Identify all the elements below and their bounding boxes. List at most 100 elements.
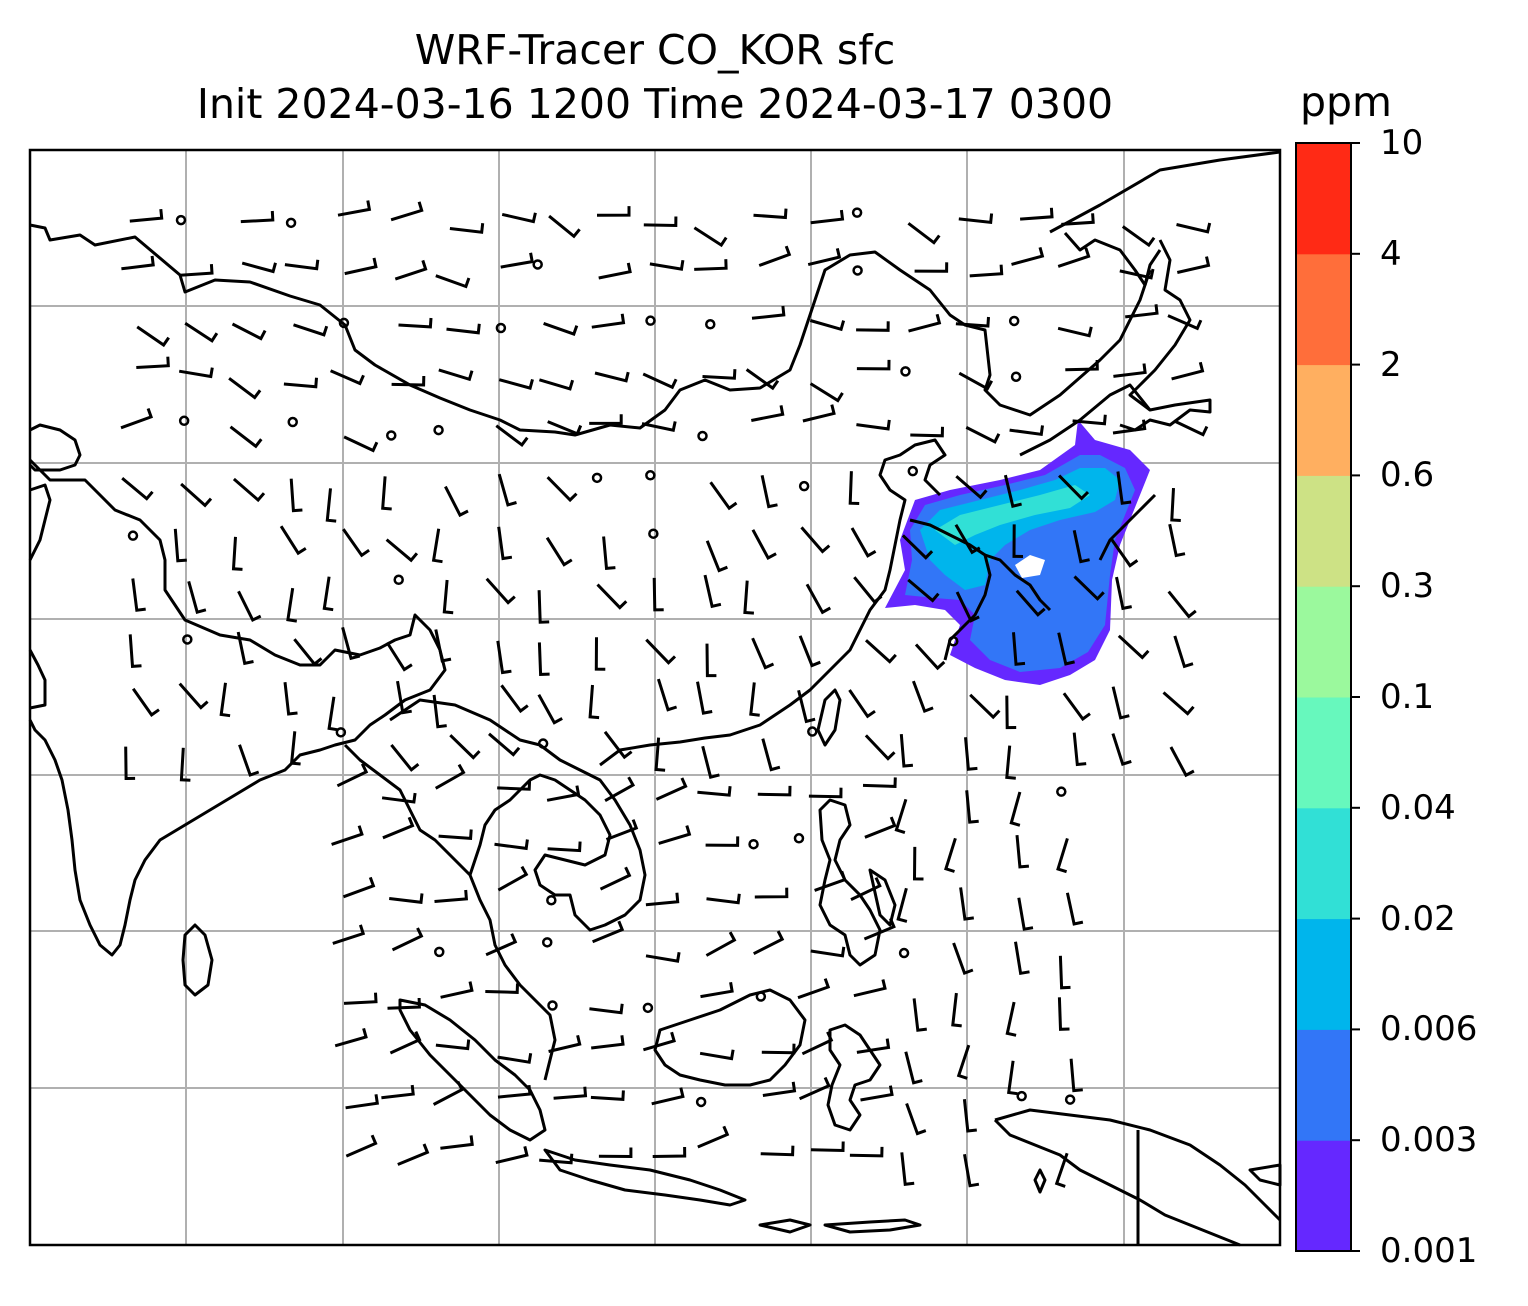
wind-barb: [700, 982, 734, 999]
calm-wind-marker: [748, 838, 759, 850]
wind-barb: [497, 1053, 533, 1064]
wind-barb: [599, 866, 632, 891]
wind-barb: [284, 259, 320, 271]
wind-barb: [743, 580, 754, 615]
wind-barb: [910, 426, 944, 438]
calm-wind-marker: [285, 217, 297, 229]
wind-barb: [179, 747, 191, 782]
wind-barb: [121, 477, 154, 501]
wind-barb: [969, 693, 1001, 720]
wind-barb: [654, 737, 666, 772]
wind-barb: [908, 313, 942, 333]
wind-barb: [753, 208, 788, 220]
wind-barb: [434, 889, 469, 903]
wind-barb: [432, 1080, 465, 1106]
wind-barb: [965, 790, 979, 824]
wind-barb: [121, 255, 155, 271]
wind-barb: [954, 523, 981, 555]
wind-barb: [964, 737, 978, 771]
wind-barb: [546, 785, 581, 802]
wind-barb: [1168, 523, 1186, 558]
wind-barb: [1014, 941, 1030, 976]
colorbar-tick-label: 4: [1380, 233, 1402, 274]
wind-barb: [500, 684, 529, 714]
wind-barb: [958, 371, 994, 391]
wind-barb: [342, 876, 376, 899]
wind-barb: [381, 792, 417, 804]
wind-barb: [1019, 207, 1054, 221]
wind-barb: [808, 787, 843, 799]
calm-wind-marker: [182, 634, 193, 645]
wind-barb: [860, 1085, 894, 1102]
wind-barb: [485, 933, 518, 957]
calm-wind-marker: [335, 727, 347, 738]
colorbar-segment: [1296, 918, 1351, 1030]
wind-barb: [856, 1038, 891, 1054]
wind-barb: [497, 473, 517, 507]
wind-barb: [179, 264, 214, 277]
wind-barb: [381, 1084, 415, 1100]
wind-barb: [1056, 837, 1069, 874]
wind-barb: [120, 407, 154, 430]
calm-wind-marker: [898, 947, 910, 959]
wind-barb: [1017, 897, 1034, 931]
wind-barb: [382, 816, 415, 840]
wind-barb: [757, 785, 792, 797]
wind-barb: [959, 887, 975, 921]
wind-barb: [911, 680, 934, 714]
wind-barb: [446, 323, 481, 335]
calm-wind-marker: [127, 530, 139, 541]
wind-barb: [760, 1145, 795, 1157]
wind-barb: [853, 576, 883, 605]
wind-barb: [236, 631, 254, 666]
wind-barb: [905, 1102, 927, 1136]
wind-barb: [962, 1099, 977, 1133]
wind-barb: [537, 590, 550, 624]
wind-barb: [336, 763, 369, 788]
wind-barb: [864, 816, 897, 839]
wind-barb: [497, 780, 532, 791]
wind-barb: [539, 1153, 574, 1165]
map-subtitle: Init 2024-03-16 1200 Time 2024-03-17 030…: [196, 80, 1114, 128]
wind-barb: [900, 1152, 915, 1186]
wind-barb: [1005, 745, 1016, 780]
wind-barb: [814, 870, 847, 892]
wind-barb: [178, 367, 214, 379]
wind-barb: [537, 693, 563, 725]
wind-barb: [496, 640, 512, 675]
wind-barb: [694, 259, 728, 271]
map-frame: [28, 148, 1282, 1247]
wind-barb: [391, 927, 424, 952]
wind-barb: [965, 426, 1001, 444]
wind-barb: [705, 836, 740, 847]
wind-barb: [702, 369, 737, 380]
wind-barb: [241, 261, 277, 274]
wind-barb: [1057, 247, 1091, 268]
wind-barb: [545, 536, 573, 567]
wind-barb: [1009, 791, 1022, 827]
wind-barb: [651, 1087, 685, 1106]
calm-wind-marker: [852, 265, 863, 276]
wind-barb: [136, 356, 170, 369]
wind-barb: [914, 262, 949, 273]
wind-barb: [705, 540, 728, 573]
wind-barb: [337, 200, 372, 217]
wind-barb: [896, 887, 908, 923]
wind-barb: [907, 578, 940, 603]
calm-wind-marker: [546, 894, 557, 906]
wind-barb: [802, 404, 836, 423]
wind-barb: [1113, 363, 1147, 378]
wind-barb: [894, 798, 908, 835]
wind-barb: [394, 259, 428, 281]
calm-wind-marker: [755, 991, 767, 1002]
wind-barb: [706, 893, 741, 905]
wind-barb: [390, 201, 424, 222]
wind-barb: [293, 638, 323, 667]
wind-barb: [444, 485, 469, 518]
wind-barb: [1072, 529, 1090, 564]
wind-barb: [495, 1146, 529, 1165]
wind-barb: [705, 643, 717, 678]
wind-barb: [1072, 732, 1087, 767]
wind-barb: [798, 1076, 831, 1101]
wind-barb: [800, 526, 831, 554]
